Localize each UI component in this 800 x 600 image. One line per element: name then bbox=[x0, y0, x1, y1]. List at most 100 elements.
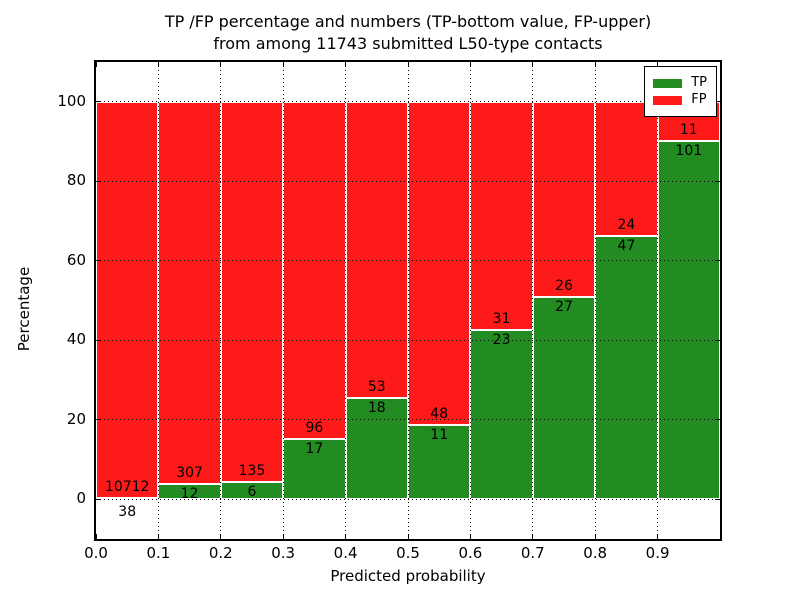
tp-bar-segment bbox=[158, 484, 221, 500]
legend-entry-tp: TP bbox=[653, 76, 707, 90]
x-tick-mark bbox=[407, 534, 409, 539]
x-tick-label: 0.4 bbox=[333, 544, 358, 562]
y-tick-mark bbox=[715, 260, 720, 262]
x-tick-label: 0.5 bbox=[396, 544, 420, 562]
tp-count-label: 47 bbox=[617, 238, 636, 255]
tp-count-label: 38 bbox=[118, 504, 137, 521]
x-gridline bbox=[469, 62, 471, 539]
x-tick-mark bbox=[469, 534, 471, 539]
x-tick-mark bbox=[345, 534, 347, 539]
fp-bar-segment bbox=[283, 101, 346, 440]
tp-count-label: 6 bbox=[247, 484, 257, 501]
legend: TP FP bbox=[644, 66, 717, 117]
x-gridline bbox=[532, 62, 534, 539]
x-tick-label: 0.3 bbox=[271, 544, 296, 562]
y-tick-mark bbox=[96, 339, 101, 341]
y-tick-label: 60 bbox=[66, 250, 86, 269]
x-tick-mark bbox=[95, 534, 97, 539]
y-tick-mark bbox=[715, 101, 720, 103]
tp-count-label: 11 bbox=[430, 427, 449, 444]
x-gridline bbox=[594, 62, 596, 539]
y-tick-label: 20 bbox=[66, 409, 86, 428]
y-tick-mark bbox=[96, 260, 101, 262]
fp-count-label: 31 bbox=[492, 310, 511, 327]
tp-swatch-icon bbox=[653, 78, 683, 88]
x-tick-label: 0.8 bbox=[583, 544, 608, 562]
y-tick-mark bbox=[715, 180, 720, 182]
tp-bar-segment bbox=[532, 296, 596, 500]
fp-count-label: 10712 bbox=[104, 478, 150, 495]
fp-count-label: 24 bbox=[617, 217, 636, 234]
x-tick-label: 0.9 bbox=[645, 544, 670, 562]
x-tick-label: 0.2 bbox=[208, 544, 233, 562]
fp-bar-segment bbox=[345, 101, 408, 399]
fp-count-label: 307 bbox=[176, 465, 203, 482]
y-gridline bbox=[96, 339, 720, 341]
y-tick-label: 0 bbox=[76, 489, 86, 508]
x-tick-mark bbox=[532, 534, 534, 539]
y-gridline bbox=[96, 180, 720, 182]
x-gridline bbox=[407, 62, 409, 539]
y-tick-mark bbox=[715, 339, 720, 341]
tp-bar-segment bbox=[220, 482, 284, 500]
tp-bar-segment bbox=[345, 398, 408, 500]
fp-count-label: 135 bbox=[238, 463, 266, 480]
x-tick-label: 0.7 bbox=[520, 544, 545, 562]
y-tick-mark bbox=[715, 498, 720, 500]
y-tick-label: 40 bbox=[66, 330, 86, 349]
fp-count-label: 11 bbox=[679, 121, 698, 138]
x-tick-mark bbox=[345, 62, 347, 67]
x-tick-mark bbox=[220, 62, 222, 67]
x-tick-mark bbox=[95, 62, 97, 67]
tp-count-label: 18 bbox=[367, 400, 386, 417]
fp-swatch-icon bbox=[653, 95, 683, 105]
y-tick-label: 80 bbox=[66, 171, 86, 190]
y-tick-mark bbox=[715, 419, 720, 421]
plot-area: TP FP 10712 38 307 12 135 6 96 17 53 18 48 11 31 23 26… bbox=[94, 60, 722, 541]
y-gridline bbox=[96, 101, 720, 103]
tp-bar-segment bbox=[595, 236, 658, 500]
tp-count-label: 23 bbox=[492, 331, 511, 348]
x-tick-mark bbox=[657, 62, 659, 67]
tp-bar-segment bbox=[283, 439, 346, 500]
fp-bar-segment bbox=[220, 101, 284, 483]
legend-entry-fp: FP bbox=[653, 93, 707, 107]
legend-label-tp: TP bbox=[691, 75, 707, 90]
fp-count-label: 26 bbox=[555, 277, 573, 294]
y-tick-mark bbox=[96, 101, 101, 103]
fp-count-label: 48 bbox=[430, 406, 449, 423]
x-tick-mark bbox=[532, 62, 534, 67]
y-gridline bbox=[96, 419, 720, 421]
x-gridline bbox=[345, 62, 347, 539]
fp-count-label: 53 bbox=[367, 379, 386, 396]
fp-bar-segment bbox=[96, 101, 159, 498]
x-tick-mark bbox=[594, 62, 596, 67]
fp-bar-segment bbox=[158, 101, 221, 485]
fp-bar-segment bbox=[408, 101, 471, 426]
x-tick-mark bbox=[657, 534, 659, 539]
x-gridline bbox=[657, 62, 659, 539]
fp-bar-segment bbox=[470, 101, 533, 330]
tp-bar-segment bbox=[470, 329, 533, 500]
y-tick-mark bbox=[96, 498, 101, 500]
x-tick-mark bbox=[157, 62, 159, 67]
x-tick-mark bbox=[594, 534, 596, 539]
x-gridline bbox=[282, 62, 284, 539]
chart-title: TP /FP percentage and numbers (TP-bottom… bbox=[8, 11, 800, 55]
y-axis-label: Percentage bbox=[15, 266, 33, 352]
x-tick-mark bbox=[157, 534, 159, 539]
x-tick-label: 0.6 bbox=[458, 544, 483, 562]
y-tick-mark bbox=[96, 180, 101, 182]
fp-count-label: 96 bbox=[305, 420, 324, 437]
tp-count-label: 27 bbox=[555, 298, 573, 315]
tp-count-label: 12 bbox=[180, 486, 199, 503]
x-tick-mark bbox=[282, 534, 284, 539]
fp-bar-segment bbox=[595, 101, 658, 237]
chart-title-line2: from among 11743 submitted L50-type cont… bbox=[213, 34, 603, 53]
tp-bar-segment bbox=[657, 140, 720, 500]
y-tick-mark bbox=[96, 419, 101, 421]
x-tick-mark bbox=[407, 62, 409, 67]
tp-count-label: 17 bbox=[305, 441, 324, 458]
x-tick-label: 0.0 bbox=[84, 544, 108, 562]
